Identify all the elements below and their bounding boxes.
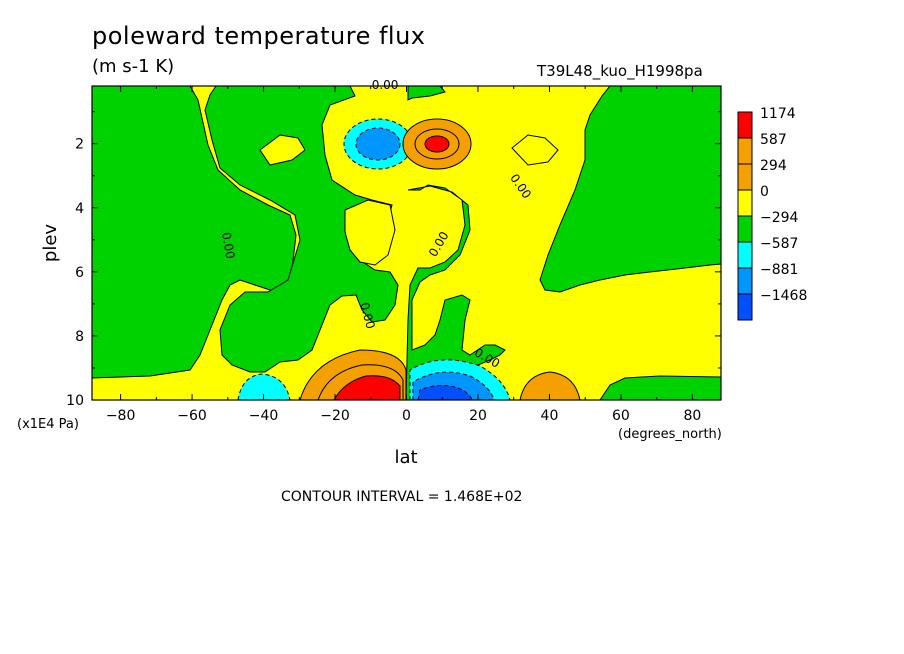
contour-label: 0.00 <box>357 301 377 330</box>
y-tick-label: 2 <box>75 137 84 153</box>
legend-swatch <box>737 215 753 243</box>
x-tick-label: 40 <box>541 408 559 424</box>
legend-label: −1468 <box>760 288 807 304</box>
peak-positive-lower-3 <box>333 375 401 400</box>
legend-swatch <box>737 189 753 217</box>
x-tick-label: −60 <box>177 408 207 424</box>
legend-swatch <box>737 267 753 295</box>
peak-negative-lower-3 <box>417 384 473 400</box>
legend-label: 587 <box>760 132 787 148</box>
legend-label: 1174 <box>760 106 796 122</box>
legend-swatch <box>737 293 753 321</box>
x-axis-unit: (degrees_north) <box>618 427 722 442</box>
peak-negative-surface-west <box>237 373 291 400</box>
legend-label: −587 <box>760 236 798 252</box>
chart-title: poleward temperature flux <box>92 22 426 50</box>
peak-positive-upper-3 <box>424 135 450 153</box>
x-tick-label: −80 <box>106 408 136 424</box>
y-axis-label: plev <box>40 224 61 263</box>
contour-field <box>92 86 721 400</box>
color-legend: 1174 587 294 0 −294 −587 −881 −1468 <box>737 106 807 321</box>
legend-label: 0 <box>760 184 769 200</box>
region-positive-pocket-east <box>511 134 559 166</box>
x-tick-label: 60 <box>612 408 630 424</box>
region-negative-east <box>539 86 721 293</box>
x-tick-label: 0 <box>402 408 411 424</box>
peak-negative-upper-2 <box>355 127 401 161</box>
y-tick-label: 8 <box>75 329 84 345</box>
chart-units: (m s-1 K) <box>92 56 175 77</box>
region-negative-west-upper <box>204 86 399 373</box>
x-axis: −80 −60 −40 −20 0 20 40 60 80 <box>106 86 701 424</box>
contour-interval-label: CONTOUR INTERVAL = 1.468E+02 <box>281 489 523 505</box>
x-tick-label: 80 <box>683 408 701 424</box>
contour-label: 0.00 <box>219 231 237 260</box>
region-negative-centre <box>405 184 506 400</box>
y-tick-label: 4 <box>75 201 84 217</box>
x-tick-label: −40 <box>249 408 279 424</box>
legend-swatch <box>737 111 753 139</box>
contour-label: 0.00 <box>372 78 399 92</box>
legend-label: 294 <box>760 158 787 174</box>
legend-swatch <box>737 241 753 269</box>
x-tick-label: −20 <box>320 408 350 424</box>
legend-label: −881 <box>760 262 798 278</box>
legend-swatch <box>737 163 753 191</box>
region-positive-pocket-centre <box>344 199 396 266</box>
run-id-label: T39L48_kuo_H1998pa <box>537 62 703 80</box>
region-positive-pocket-west <box>259 134 306 166</box>
x-axis-label: lat <box>394 447 417 468</box>
legend-label: −294 <box>760 210 799 226</box>
peak-positive-surface-east <box>519 371 581 400</box>
region-negative-north-bottom <box>599 375 721 400</box>
region-negative-upper-centre <box>407 86 446 101</box>
x-tick-label: 20 <box>469 408 487 424</box>
legend-swatch <box>737 137 753 165</box>
y-axis-unit: (x1E4 Pa) <box>17 417 79 432</box>
y-tick-label: 6 <box>75 265 84 281</box>
y-tick-label: 10 <box>66 393 84 409</box>
y-axis: 2 4 6 8 10 <box>66 111 721 409</box>
